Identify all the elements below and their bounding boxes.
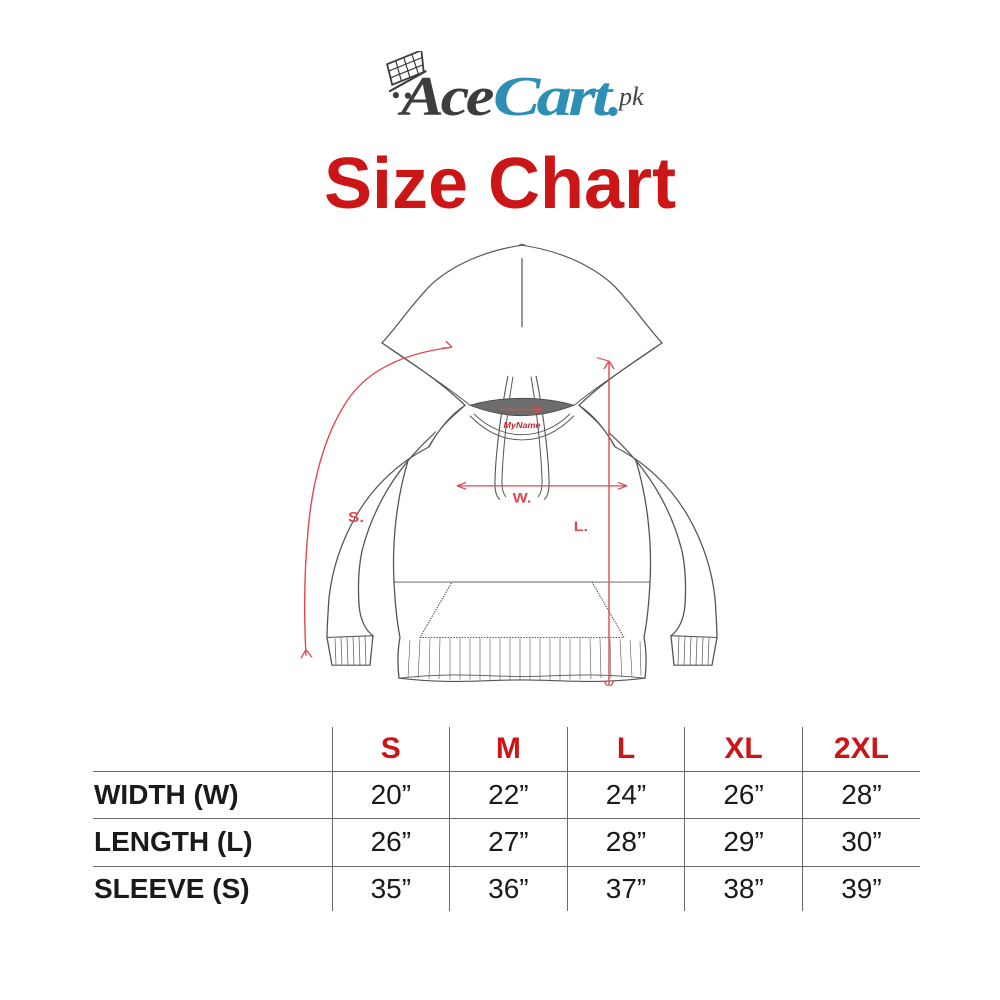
svg-text:MyName: MyName [504, 420, 541, 429]
svg-text:Cart: Cart [493, 66, 614, 128]
svg-text:pk: pk [617, 82, 644, 111]
svg-text:S.: S. [348, 510, 364, 526]
svg-text:W.: W. [513, 490, 532, 506]
svg-text:L.: L. [574, 519, 588, 535]
svg-text:Ace: Ace [398, 66, 494, 128]
